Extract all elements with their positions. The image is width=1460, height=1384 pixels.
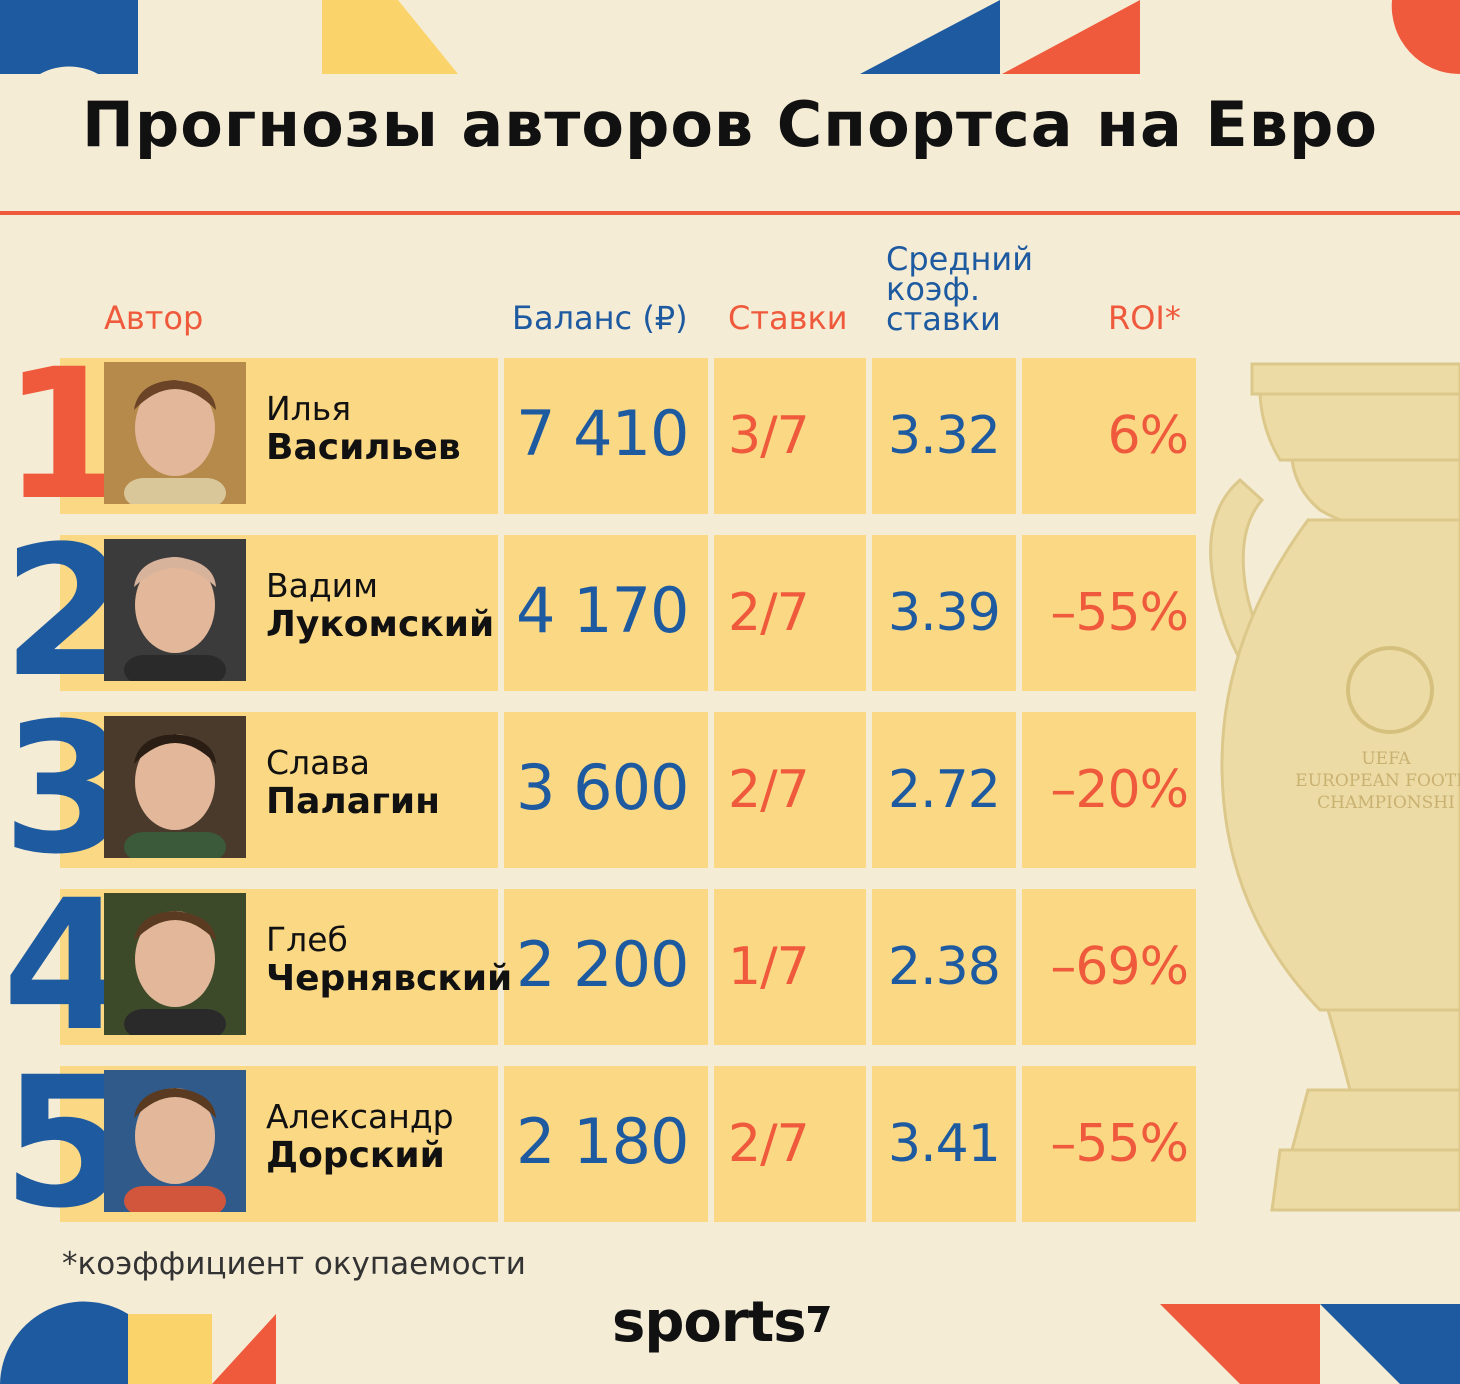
avg-odds-value: 2.72 xyxy=(888,760,1001,820)
row-cell-bg xyxy=(714,358,866,514)
table-row: 3 Слава Палагин 3 600 2/7 2.72 –20% xyxy=(0,690,1200,890)
trophy-text-line-1: UEFA xyxy=(1361,749,1411,769)
row-cell-bg xyxy=(714,535,866,691)
avg-odds-value: 3.39 xyxy=(888,583,1001,643)
sports-logo: sports xyxy=(612,1290,832,1355)
author-first-name: Слава xyxy=(266,743,371,782)
table-row: 4 Глеб Чернявский 2 200 1/7 2.38 –69% xyxy=(0,867,1200,1067)
bottom-decoration xyxy=(0,1301,1460,1384)
person-icon xyxy=(104,716,246,858)
row-cell-bg xyxy=(714,889,866,1045)
bets-value: 2/7 xyxy=(728,1114,810,1174)
row-cell-bg xyxy=(1022,1066,1196,1222)
page-title: Прогнозы авторов Спортса на Евро xyxy=(81,88,1378,161)
person-icon xyxy=(104,1070,246,1212)
balance-value: 2 180 xyxy=(516,1105,689,1178)
row-cell-bg xyxy=(504,712,708,868)
author-photo xyxy=(104,1070,246,1212)
row-cell-bg xyxy=(872,1066,1016,1222)
author-first-name: Вадим xyxy=(266,566,379,605)
title-divider xyxy=(0,211,1460,215)
header-avg-odds-line-1: Средний xyxy=(886,240,1033,278)
bets-value: 2/7 xyxy=(728,583,810,643)
footnote: *коэффициент окупаемости xyxy=(62,1246,526,1282)
author-name: Александр Дорский xyxy=(266,1098,454,1176)
avg-odds-value: 2.38 xyxy=(888,937,1001,997)
author-first-name: Глеб xyxy=(266,920,348,959)
roi-value: –20% xyxy=(1050,760,1189,820)
table-row: 2 Вадим Лукомский 4 170 2/7 3.39 –55% xyxy=(0,513,1200,713)
row-cell-bg xyxy=(504,1066,708,1222)
author-photo xyxy=(104,539,246,681)
header-bets: Ставки xyxy=(728,299,848,337)
person-icon xyxy=(104,893,246,1035)
header-avg-odds-line-3: ставки xyxy=(886,300,1001,338)
roi-value: –55% xyxy=(1050,1114,1189,1174)
avg-odds-value: 3.41 xyxy=(888,1114,1001,1174)
row-cell-bg xyxy=(1022,712,1196,868)
header-roi: ROI* xyxy=(1108,299,1181,337)
header-balance: Баланс (₽) xyxy=(512,299,688,337)
balance-value: 4 170 xyxy=(516,574,689,647)
logo-text: sports xyxy=(612,1290,807,1355)
author-last-name: Лукомский xyxy=(266,604,495,645)
author-photo xyxy=(104,893,246,1035)
avg-odds-value: 3.32 xyxy=(888,406,1001,466)
author-name: Илья Васильев xyxy=(266,390,461,468)
author-photo xyxy=(104,716,246,858)
author-first-name: Александр xyxy=(266,1097,454,1136)
balance-value: 3 600 xyxy=(516,751,689,824)
header-author: Автор xyxy=(104,299,204,337)
roi-value: –55% xyxy=(1050,583,1189,643)
header-avg-odds-line-2: коэф. xyxy=(886,270,980,308)
author-photo xyxy=(104,362,246,504)
author-name: Вадим Лукомский xyxy=(266,567,494,645)
author-last-name: Дорский xyxy=(266,1135,445,1176)
author-name: Слава Палагин xyxy=(266,744,440,822)
row-cell-bg xyxy=(504,535,708,691)
row-cell-bg xyxy=(872,358,1016,514)
header-avg-odds: Средний коэф. ставки xyxy=(886,240,1033,338)
logo-mark-icon xyxy=(807,1306,830,1332)
balance-value: 2 200 xyxy=(516,928,689,1001)
table-row: 1 Илья Васильев 7 410 3/7 3.32 6% xyxy=(0,336,1200,536)
trophy-text-line-2: EUROPEAN FOOTB xyxy=(1295,771,1460,791)
row-cell-bg xyxy=(1022,535,1196,691)
table-row: 5 Александр Дорский 2 180 2/7 3.41 –55% xyxy=(0,1044,1200,1244)
row-cell-bg xyxy=(504,358,708,514)
trophy-image: UEFA EUROPEAN FOOTB CHAMPIONSHI xyxy=(1209,362,1460,1212)
author-last-name: Чернявский xyxy=(266,958,513,999)
author-last-name: Палагин xyxy=(266,781,440,822)
row-cell-bg xyxy=(872,889,1016,1045)
bets-value: 3/7 xyxy=(728,406,810,466)
person-icon xyxy=(104,362,246,504)
author-last-name: Васильев xyxy=(266,427,461,468)
bets-value: 2/7 xyxy=(728,760,810,820)
top-decoration xyxy=(0,0,1460,75)
roi-value: –69% xyxy=(1050,937,1189,997)
balance-value: 7 410 xyxy=(516,397,689,470)
author-first-name: Илья xyxy=(266,389,352,428)
author-name: Глеб Чернявский xyxy=(266,921,512,999)
trophy-text-line-3: CHAMPIONSHI xyxy=(1317,793,1455,813)
row-cell-bg xyxy=(1022,889,1196,1045)
row-cell-bg xyxy=(714,712,866,868)
person-icon xyxy=(104,539,246,681)
row-cell-bg xyxy=(872,712,1016,868)
row-cell-bg xyxy=(1022,358,1196,514)
row-cell-bg xyxy=(872,535,1016,691)
row-cell-bg xyxy=(504,889,708,1045)
row-cell-bg xyxy=(714,1066,866,1222)
bets-value: 1/7 xyxy=(728,937,810,997)
roi-value: 6% xyxy=(1107,406,1190,466)
